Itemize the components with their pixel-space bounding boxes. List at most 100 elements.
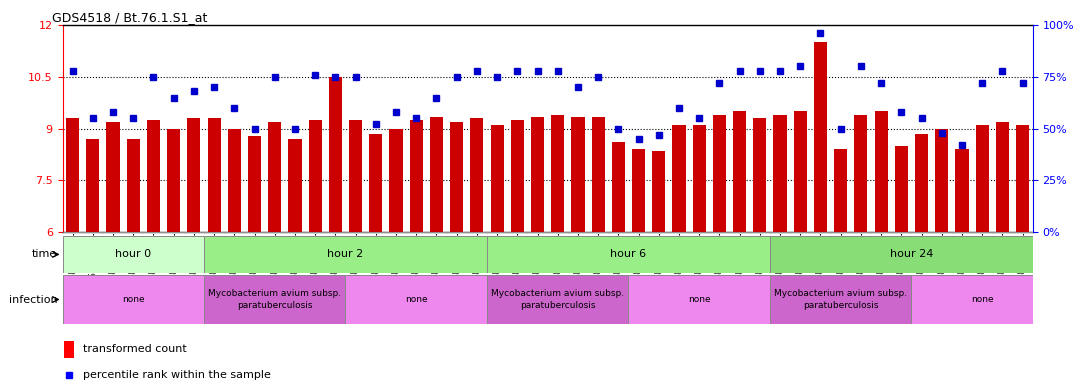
- Bar: [608, 232, 628, 234]
- Bar: [143, 232, 164, 234]
- Bar: [406, 232, 426, 234]
- Bar: [365, 232, 386, 234]
- Bar: [936, 129, 949, 232]
- Text: hour 6: hour 6: [610, 249, 647, 260]
- Bar: [915, 134, 928, 232]
- Bar: [86, 139, 99, 232]
- Bar: [446, 232, 467, 234]
- Bar: [750, 232, 770, 234]
- Bar: [612, 142, 625, 232]
- Bar: [730, 232, 750, 234]
- Bar: [632, 149, 645, 232]
- Bar: [628, 275, 770, 324]
- Bar: [911, 232, 931, 234]
- Bar: [66, 118, 79, 232]
- Bar: [548, 232, 568, 234]
- Bar: [65, 341, 73, 358]
- Bar: [531, 117, 544, 232]
- Bar: [204, 232, 224, 234]
- Bar: [268, 122, 281, 232]
- Bar: [208, 118, 221, 232]
- Bar: [790, 232, 811, 234]
- Bar: [855, 115, 868, 232]
- Text: transformed count: transformed count: [83, 344, 186, 354]
- Bar: [227, 129, 240, 232]
- Bar: [793, 111, 806, 232]
- Bar: [774, 115, 787, 232]
- Bar: [370, 134, 383, 232]
- Text: hour 24: hour 24: [889, 249, 934, 260]
- Bar: [103, 232, 123, 234]
- Bar: [652, 151, 665, 232]
- Bar: [63, 232, 83, 234]
- Text: none: none: [688, 295, 710, 304]
- Bar: [265, 232, 285, 234]
- Bar: [892, 232, 911, 234]
- Bar: [831, 232, 851, 234]
- Bar: [571, 117, 584, 232]
- Bar: [911, 275, 1053, 324]
- Bar: [589, 232, 608, 234]
- Bar: [389, 129, 402, 232]
- Bar: [410, 120, 423, 232]
- Bar: [770, 236, 1053, 273]
- Bar: [713, 115, 725, 232]
- Bar: [834, 149, 847, 232]
- Bar: [811, 232, 830, 234]
- Text: hour 2: hour 2: [328, 249, 363, 260]
- Bar: [693, 125, 706, 232]
- Bar: [289, 139, 302, 232]
- Bar: [123, 232, 143, 234]
- Bar: [204, 236, 487, 273]
- Bar: [689, 232, 709, 234]
- Bar: [430, 117, 443, 232]
- Bar: [487, 275, 628, 324]
- Bar: [245, 232, 264, 234]
- Bar: [527, 232, 548, 234]
- Bar: [770, 275, 911, 324]
- Bar: [204, 275, 345, 324]
- Bar: [668, 232, 689, 234]
- Bar: [649, 232, 668, 234]
- Bar: [487, 232, 507, 234]
- Text: Mycobacterium avium subsp.
paratuberculosis: Mycobacterium avium subsp. paratuberculo…: [492, 290, 624, 310]
- Bar: [349, 120, 362, 232]
- Bar: [127, 139, 140, 232]
- Bar: [305, 232, 326, 234]
- Bar: [107, 122, 120, 232]
- Bar: [972, 232, 992, 234]
- Text: none: none: [971, 295, 994, 304]
- Bar: [814, 42, 827, 232]
- Bar: [952, 232, 972, 234]
- Bar: [248, 136, 261, 232]
- Text: none: none: [122, 295, 144, 304]
- Bar: [996, 122, 1009, 232]
- Bar: [511, 120, 524, 232]
- Text: infection: infection: [9, 295, 57, 305]
- Bar: [955, 149, 968, 232]
- Text: GDS4518 / Bt.76.1.S1_at: GDS4518 / Bt.76.1.S1_at: [52, 12, 207, 25]
- Bar: [851, 232, 871, 234]
- Bar: [487, 236, 770, 273]
- Bar: [326, 232, 345, 234]
- Bar: [147, 120, 160, 232]
- Bar: [63, 236, 204, 273]
- Text: none: none: [405, 295, 428, 304]
- Bar: [345, 232, 365, 234]
- Bar: [709, 232, 730, 234]
- Bar: [551, 115, 564, 232]
- Bar: [167, 129, 180, 232]
- Bar: [329, 77, 342, 232]
- Bar: [470, 118, 483, 232]
- Bar: [183, 232, 204, 234]
- Bar: [673, 125, 686, 232]
- Bar: [83, 232, 103, 234]
- Bar: [308, 120, 321, 232]
- Bar: [490, 125, 503, 232]
- Bar: [507, 232, 527, 234]
- Bar: [188, 118, 201, 232]
- Bar: [628, 232, 649, 234]
- Bar: [592, 117, 605, 232]
- Bar: [386, 232, 406, 234]
- Bar: [754, 118, 766, 232]
